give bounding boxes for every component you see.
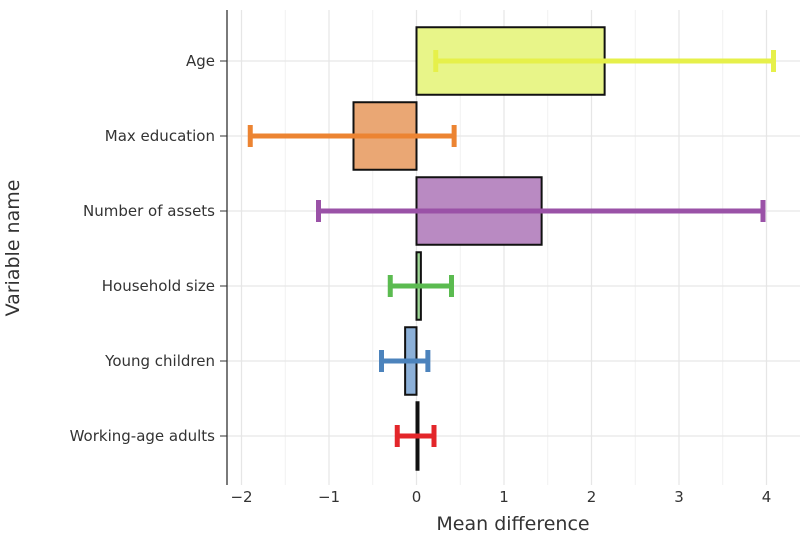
x-tick-label: 4	[762, 488, 772, 506]
x-tick-label: −1	[318, 488, 340, 506]
x-tick-label: 1	[499, 488, 509, 506]
bars	[352, 26, 606, 471]
x-tick-labels: −2 −1 0 1 2 3 4	[230, 488, 771, 506]
category-label: Number of assets	[83, 202, 215, 220]
error-bars	[247, 50, 776, 447]
x-axis-title: Mean difference	[436, 513, 589, 535]
category-labels: Age Max education Number of assets Househol…	[70, 52, 227, 445]
y-axis-title: Variable name	[2, 180, 24, 317]
x-tick-label: 2	[587, 488, 597, 506]
category-label: Age	[186, 52, 215, 70]
x-tick-label: 0	[412, 488, 422, 506]
category-label: Working-age adults	[70, 427, 216, 445]
x-tick-label: 3	[674, 488, 684, 506]
category-label: Household size	[102, 277, 215, 295]
x-tick-label: −2	[230, 488, 252, 506]
category-label: Young children	[104, 352, 215, 370]
category-label: Max education	[105, 127, 215, 145]
